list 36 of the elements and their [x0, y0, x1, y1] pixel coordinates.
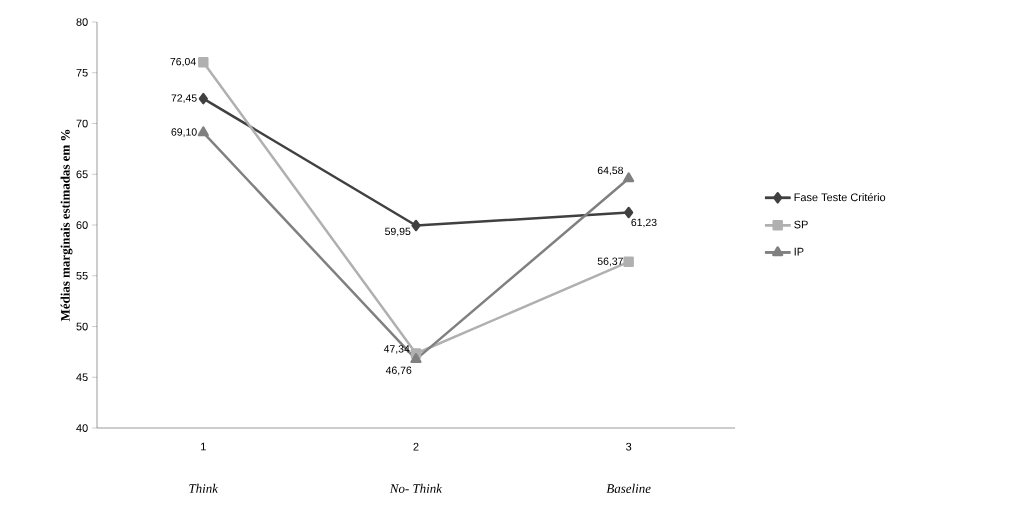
data-label: 56,37	[597, 257, 623, 267]
legend-label: SP	[794, 220, 808, 229]
data-label: 46,76	[385, 366, 412, 376]
point	[411, 219, 421, 232]
y-tick-label: 50	[76, 322, 88, 331]
data-label: 64,58	[597, 166, 624, 176]
point	[623, 256, 634, 268]
text: Think	[189, 483, 219, 493]
data-label: 76,04	[170, 57, 196, 67]
legend-label: Fase Teste Critério	[794, 192, 886, 202]
y-tick-label: 80	[76, 18, 88, 26]
y-tick-label: 75	[76, 68, 88, 77]
point	[410, 353, 422, 364]
legend-label: IP	[794, 247, 804, 256]
text: Baseline	[606, 483, 651, 493]
data-label: 69,10	[171, 128, 197, 137]
x-tick-label: 2	[413, 442, 419, 451]
y-tick-label: 45	[76, 373, 88, 382]
point	[198, 92, 208, 105]
data-label: 47,34	[383, 345, 410, 354]
y-tick-label: 60	[76, 221, 88, 229]
text: No- Think	[389, 483, 443, 493]
point	[624, 206, 634, 219]
y-axis-title: Médias marginais estimadas em %	[60, 129, 73, 322]
point	[623, 172, 635, 183]
data-label: 61,23	[631, 218, 657, 228]
point	[197, 126, 209, 137]
point	[198, 56, 209, 68]
data-label: 72,45	[171, 94, 197, 103]
y-tick-label: 55	[76, 271, 88, 280]
x-tick-label: 1	[201, 442, 206, 451]
y-tick-label: 70	[76, 119, 88, 128]
data-label: 59,95	[385, 227, 411, 237]
y-tick-label: 40	[76, 424, 88, 432]
y-tick-label: 65	[76, 170, 88, 179]
x-tick-label: 3	[626, 442, 632, 451]
